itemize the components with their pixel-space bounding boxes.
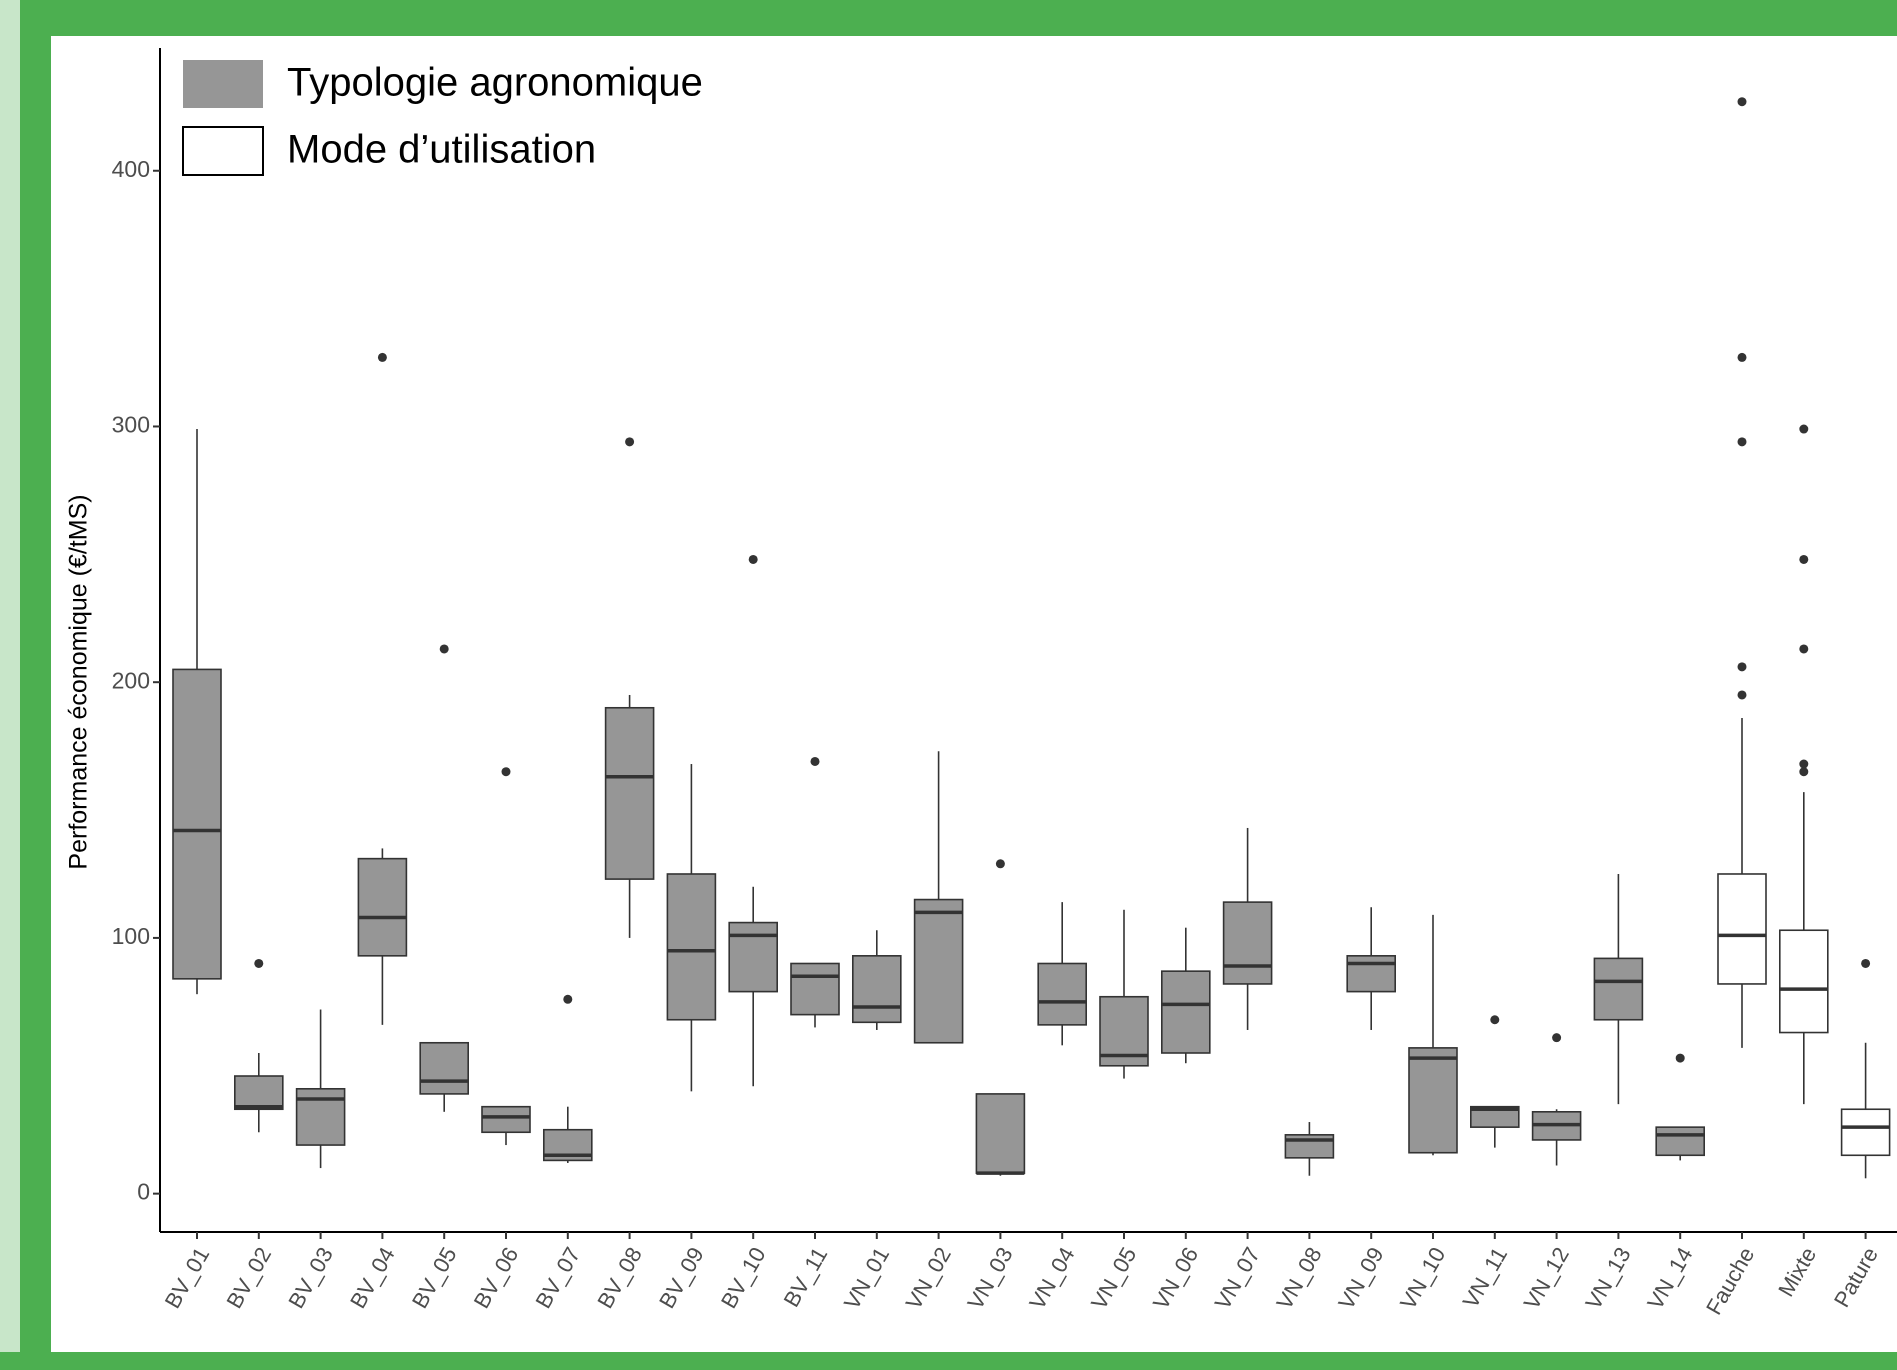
outlier: [1799, 767, 1809, 777]
box: [1161, 970, 1211, 1054]
box: [728, 921, 779, 993]
box: [666, 873, 717, 1021]
outlier: [439, 644, 449, 654]
outlier: [1737, 437, 1747, 447]
box: [1717, 873, 1767, 985]
box: [295, 1087, 346, 1146]
y-tick-label: 300: [112, 412, 150, 438]
outlier: [563, 994, 573, 1004]
outlier: [625, 437, 635, 447]
box: [1655, 1126, 1705, 1157]
side-strip: [0, 0, 20, 1352]
outlier: [1799, 424, 1809, 434]
box: [913, 898, 964, 1044]
box: [1346, 955, 1396, 993]
outlier: [810, 756, 820, 766]
outlier: [501, 767, 511, 777]
y-tick-label: 0: [137, 1179, 150, 1205]
y-axis-label: Performance économique (€/tMS): [65, 494, 93, 869]
y-tick-label: 100: [112, 923, 150, 949]
box: [481, 1105, 531, 1134]
y-tick-label: 200: [112, 667, 150, 693]
box: [234, 1075, 284, 1111]
outlier: [1799, 759, 1809, 769]
box: [1840, 1108, 1891, 1157]
box: [1593, 957, 1644, 1021]
outlier: [1861, 958, 1871, 968]
outlier: [1737, 352, 1747, 362]
box: [1408, 1047, 1458, 1154]
box: [1779, 929, 1829, 1034]
box: [975, 1093, 1026, 1174]
box: [1222, 901, 1273, 985]
outlier: [1675, 1053, 1685, 1063]
box: [851, 955, 902, 1024]
outlier: [1737, 690, 1747, 700]
legend-label: Mode d’utilisation: [287, 128, 596, 172]
box: [172, 668, 222, 980]
outlier: [1552, 1033, 1562, 1043]
legend-swatch: [182, 126, 264, 176]
outlier: [1799, 554, 1809, 564]
outlier: [254, 958, 264, 968]
outlier: [377, 352, 387, 362]
legend-swatch: [183, 60, 263, 108]
box: [604, 706, 655, 880]
outlier: [1737, 97, 1747, 107]
outlier: [748, 554, 758, 564]
box: [1037, 962, 1087, 1026]
y-tick-label: 400: [112, 156, 150, 182]
outlier: [995, 859, 1005, 869]
outlier: [1490, 1015, 1500, 1025]
box: [1470, 1105, 1520, 1128]
box: [419, 1041, 470, 1095]
panel: [51, 36, 1897, 1352]
outlier: [1737, 662, 1747, 672]
box: [790, 962, 840, 1016]
outlier: [1799, 644, 1809, 654]
legend-label: Typologie agronomique: [287, 61, 703, 105]
box: [357, 857, 408, 957]
